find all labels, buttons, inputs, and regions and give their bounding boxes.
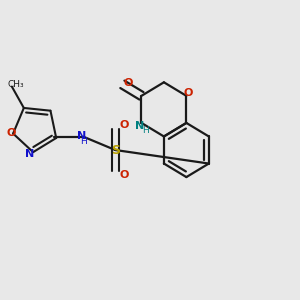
Text: N: N <box>25 149 34 159</box>
Text: O: O <box>119 170 129 180</box>
Text: S: S <box>111 143 120 157</box>
Text: H: H <box>142 126 148 135</box>
Text: N: N <box>77 131 86 141</box>
Text: O: O <box>7 128 16 138</box>
Text: CH₃: CH₃ <box>8 80 25 89</box>
Text: O: O <box>119 120 129 130</box>
Text: O: O <box>183 88 193 98</box>
Text: H: H <box>80 137 87 146</box>
Text: N: N <box>135 121 145 131</box>
Text: O: O <box>123 78 133 88</box>
